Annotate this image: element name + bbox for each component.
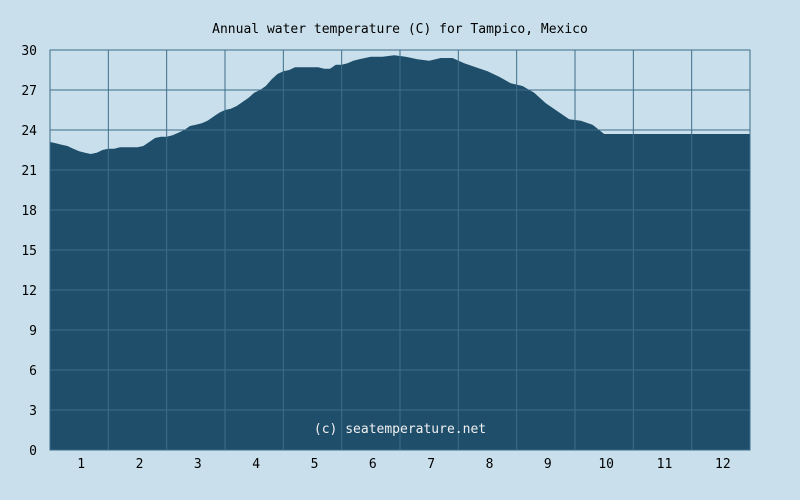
plot-border bbox=[49, 49, 751, 451]
y-tick-label: 30 bbox=[21, 44, 37, 59]
y-tick-label: 24 bbox=[21, 124, 37, 139]
y-tick-label: 18 bbox=[21, 204, 37, 219]
x-tick-label: 9 bbox=[544, 457, 552, 472]
watermark-text: (c) seatemperature.net bbox=[314, 422, 486, 437]
y-tick-label: 12 bbox=[21, 284, 37, 299]
y-tick-label: 15 bbox=[21, 244, 37, 259]
y-tick-label: 27 bbox=[21, 84, 37, 99]
y-tick-label: 21 bbox=[21, 164, 37, 179]
x-tick-label: 7 bbox=[427, 457, 435, 472]
chart-title: Annual water temperature (C) for Tampico… bbox=[212, 22, 588, 37]
x-tick-label: 6 bbox=[369, 457, 377, 472]
x-tick-label: 5 bbox=[311, 457, 319, 472]
x-tick-label: 2 bbox=[136, 457, 144, 472]
x-tick-label: 12 bbox=[715, 457, 731, 472]
y-tick-label: 9 bbox=[29, 324, 37, 339]
y-tick-label: 6 bbox=[29, 364, 37, 379]
x-tick-label: 3 bbox=[194, 457, 202, 472]
x-tick-label: 8 bbox=[486, 457, 494, 472]
x-tick-label: 11 bbox=[657, 457, 673, 472]
x-tick-label: 10 bbox=[598, 457, 614, 472]
y-tick-label: 3 bbox=[29, 404, 37, 419]
y-tick-label: 0 bbox=[29, 444, 37, 459]
x-tick-label: 4 bbox=[252, 457, 260, 472]
x-tick-label: 1 bbox=[77, 457, 85, 472]
